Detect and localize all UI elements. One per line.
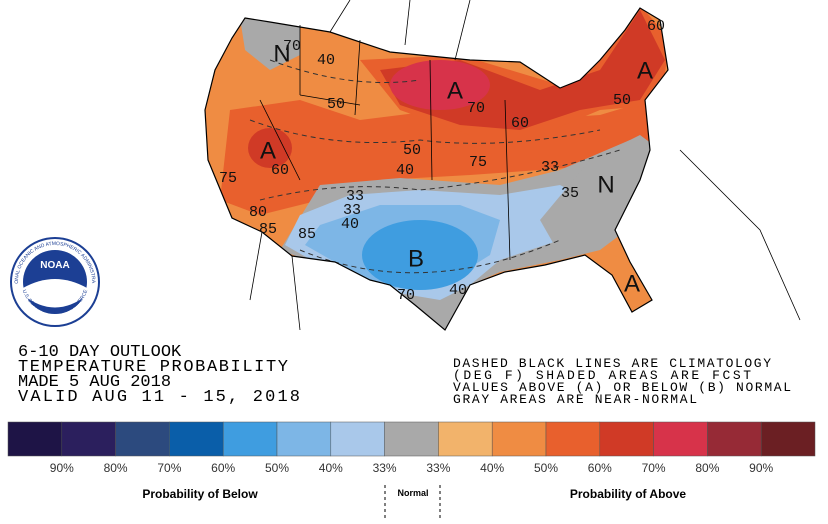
map-label: A [637,57,653,84]
region-florida [590,250,652,312]
region-50-below [362,220,478,290]
legend-title: Normal [397,488,428,498]
map-label: N [273,40,290,67]
map-label: A [447,77,463,104]
legend-swatch [760,421,816,457]
legend-swatch [222,421,278,457]
legend-swatch [653,421,708,457]
map-label: 33 [346,188,364,205]
legend-label: 50% [265,461,289,475]
legend-label: 70% [157,461,181,475]
legend-label: 33% [426,461,450,475]
map-label: A [624,270,640,297]
legend-label: 90% [50,461,74,475]
borders [249,0,801,331]
outlook-line: TEMPERATURE PROBABILITY [18,358,288,377]
legend-swatch [545,421,601,457]
map-label: 40 [449,282,467,299]
climatology-lines [249,59,621,274]
map-label: 33 [541,159,559,176]
note-line: (DEG F) SHADED AREAS ARE FCST [453,368,751,383]
map-label: 50 [613,92,631,109]
legend-label: 40% [319,461,343,475]
legend: 90% 80% 70% 60% 50% 40% 33% 33% 40% 50% 60% 70% 80% 9… [7,421,816,475]
map-label: 40 [396,162,414,179]
region-70-above [390,60,490,110]
legend-swatch [599,421,654,457]
logo-name: NOAA [40,260,69,271]
map-label: 70 [283,38,301,55]
map-label: 50 [327,96,345,113]
map-label: 40 [341,216,359,233]
note-line: DASHED BLACK LINES ARE CLIMATOLOGY [453,356,771,371]
us-map [205,8,668,330]
outlook-text: 6-10 DAY OUTLOOK TEMPERATURE PROBABILITY… [18,343,300,407]
legend-swatch [384,421,439,457]
map-label: 75 [219,170,237,187]
legend-title: Probability of Above [570,487,687,501]
map-label: 35 [561,185,579,202]
legend-label: 90% [749,461,773,475]
legend-swatch [115,421,170,457]
legend-label: 60% [211,461,235,475]
map-label: 85 [298,226,316,243]
legend-label: 80% [104,461,128,475]
legend-label: 50% [534,461,558,475]
outlook-line: VALID AUG 11 - 15, 2018 [18,388,300,407]
logo-gull [23,279,87,308]
outlook-line: 6-10 DAY OUTLOOK [18,343,182,362]
notes: DASHED BLACK LINES ARE CLIMATOLOGY (DEG … [453,356,791,407]
map-label: A [260,137,276,164]
legend-label: 70% [642,461,666,475]
map-label: 60 [271,162,289,179]
map-labels: N 70 40 50 A 70 60 60 A 50 A 60 75 50 40… [219,18,665,304]
legend-swatch [169,421,224,457]
legend-label: 33% [373,461,397,475]
legend-swatch [438,421,493,457]
map-label: 60 [511,115,529,132]
legend-swatch [276,421,332,457]
legend-swatch [7,421,63,457]
legend-title: Probability of Below [142,487,258,501]
map-label: 70 [467,100,485,117]
map-label: 70 [397,287,415,304]
outlook-line: MADE 5 AUG 2018 [18,373,171,392]
legend-label: 80% [695,461,719,475]
legend-swatch [330,421,385,457]
map-label: 60 [647,18,665,35]
map-label: B [408,245,424,272]
region-normal-se [540,135,660,255]
map-label: 80 [249,204,267,221]
legend-swatch [61,421,116,457]
map-label: N [597,171,614,198]
legend-swatch [707,421,762,457]
legend-swatch [491,421,547,457]
legend-label: 40% [480,461,504,475]
map-label: 75 [469,154,487,171]
legend-label: 60% [588,461,612,475]
noaa-logo: NOAA NATIONAL OCEANIC AND ATMOSPHERIC AD… [0,0,100,327]
map-label: 40 [317,52,335,69]
map-label: 85 [259,221,277,238]
map-label: 33 [343,202,361,219]
region-normal-nw [240,18,300,70]
note-line: GRAY AREAS ARE NEAR-NORMAL [453,392,697,407]
us-outline [204,7,669,331]
map-label: 50 [403,142,421,159]
region-60-above-west [248,128,292,168]
